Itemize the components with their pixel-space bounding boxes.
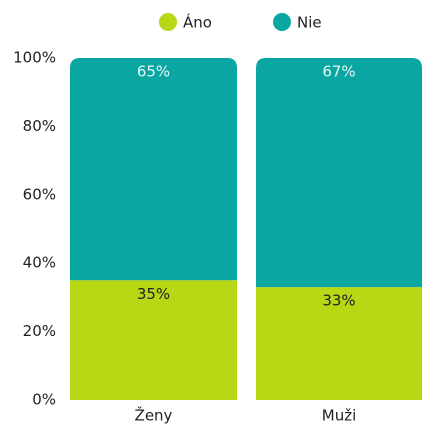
value-label: 65% (137, 63, 170, 81)
legend-label: Áno (183, 13, 212, 32)
bar-segment (70, 58, 237, 281)
bar-segment (256, 58, 422, 288)
x-tick-label: Muži (322, 407, 357, 425)
y-tick-label: 0% (32, 391, 56, 409)
value-label: 35% (137, 285, 170, 303)
legend-label: Nie (297, 14, 322, 32)
y-tick-label: 40% (23, 254, 56, 272)
legend-swatch (273, 13, 291, 31)
x-tick-label: Ženy (135, 406, 173, 425)
y-tick-label: 100% (13, 49, 56, 67)
bar-segment (70, 280, 237, 400)
value-label: 33% (322, 292, 355, 310)
bar-segment (256, 287, 422, 400)
y-tick-label: 20% (23, 322, 56, 340)
legend-swatch (159, 13, 177, 31)
value-label: 67% (322, 63, 355, 81)
y-tick-label: 60% (23, 185, 56, 203)
y-tick-label: 80% (23, 117, 56, 135)
